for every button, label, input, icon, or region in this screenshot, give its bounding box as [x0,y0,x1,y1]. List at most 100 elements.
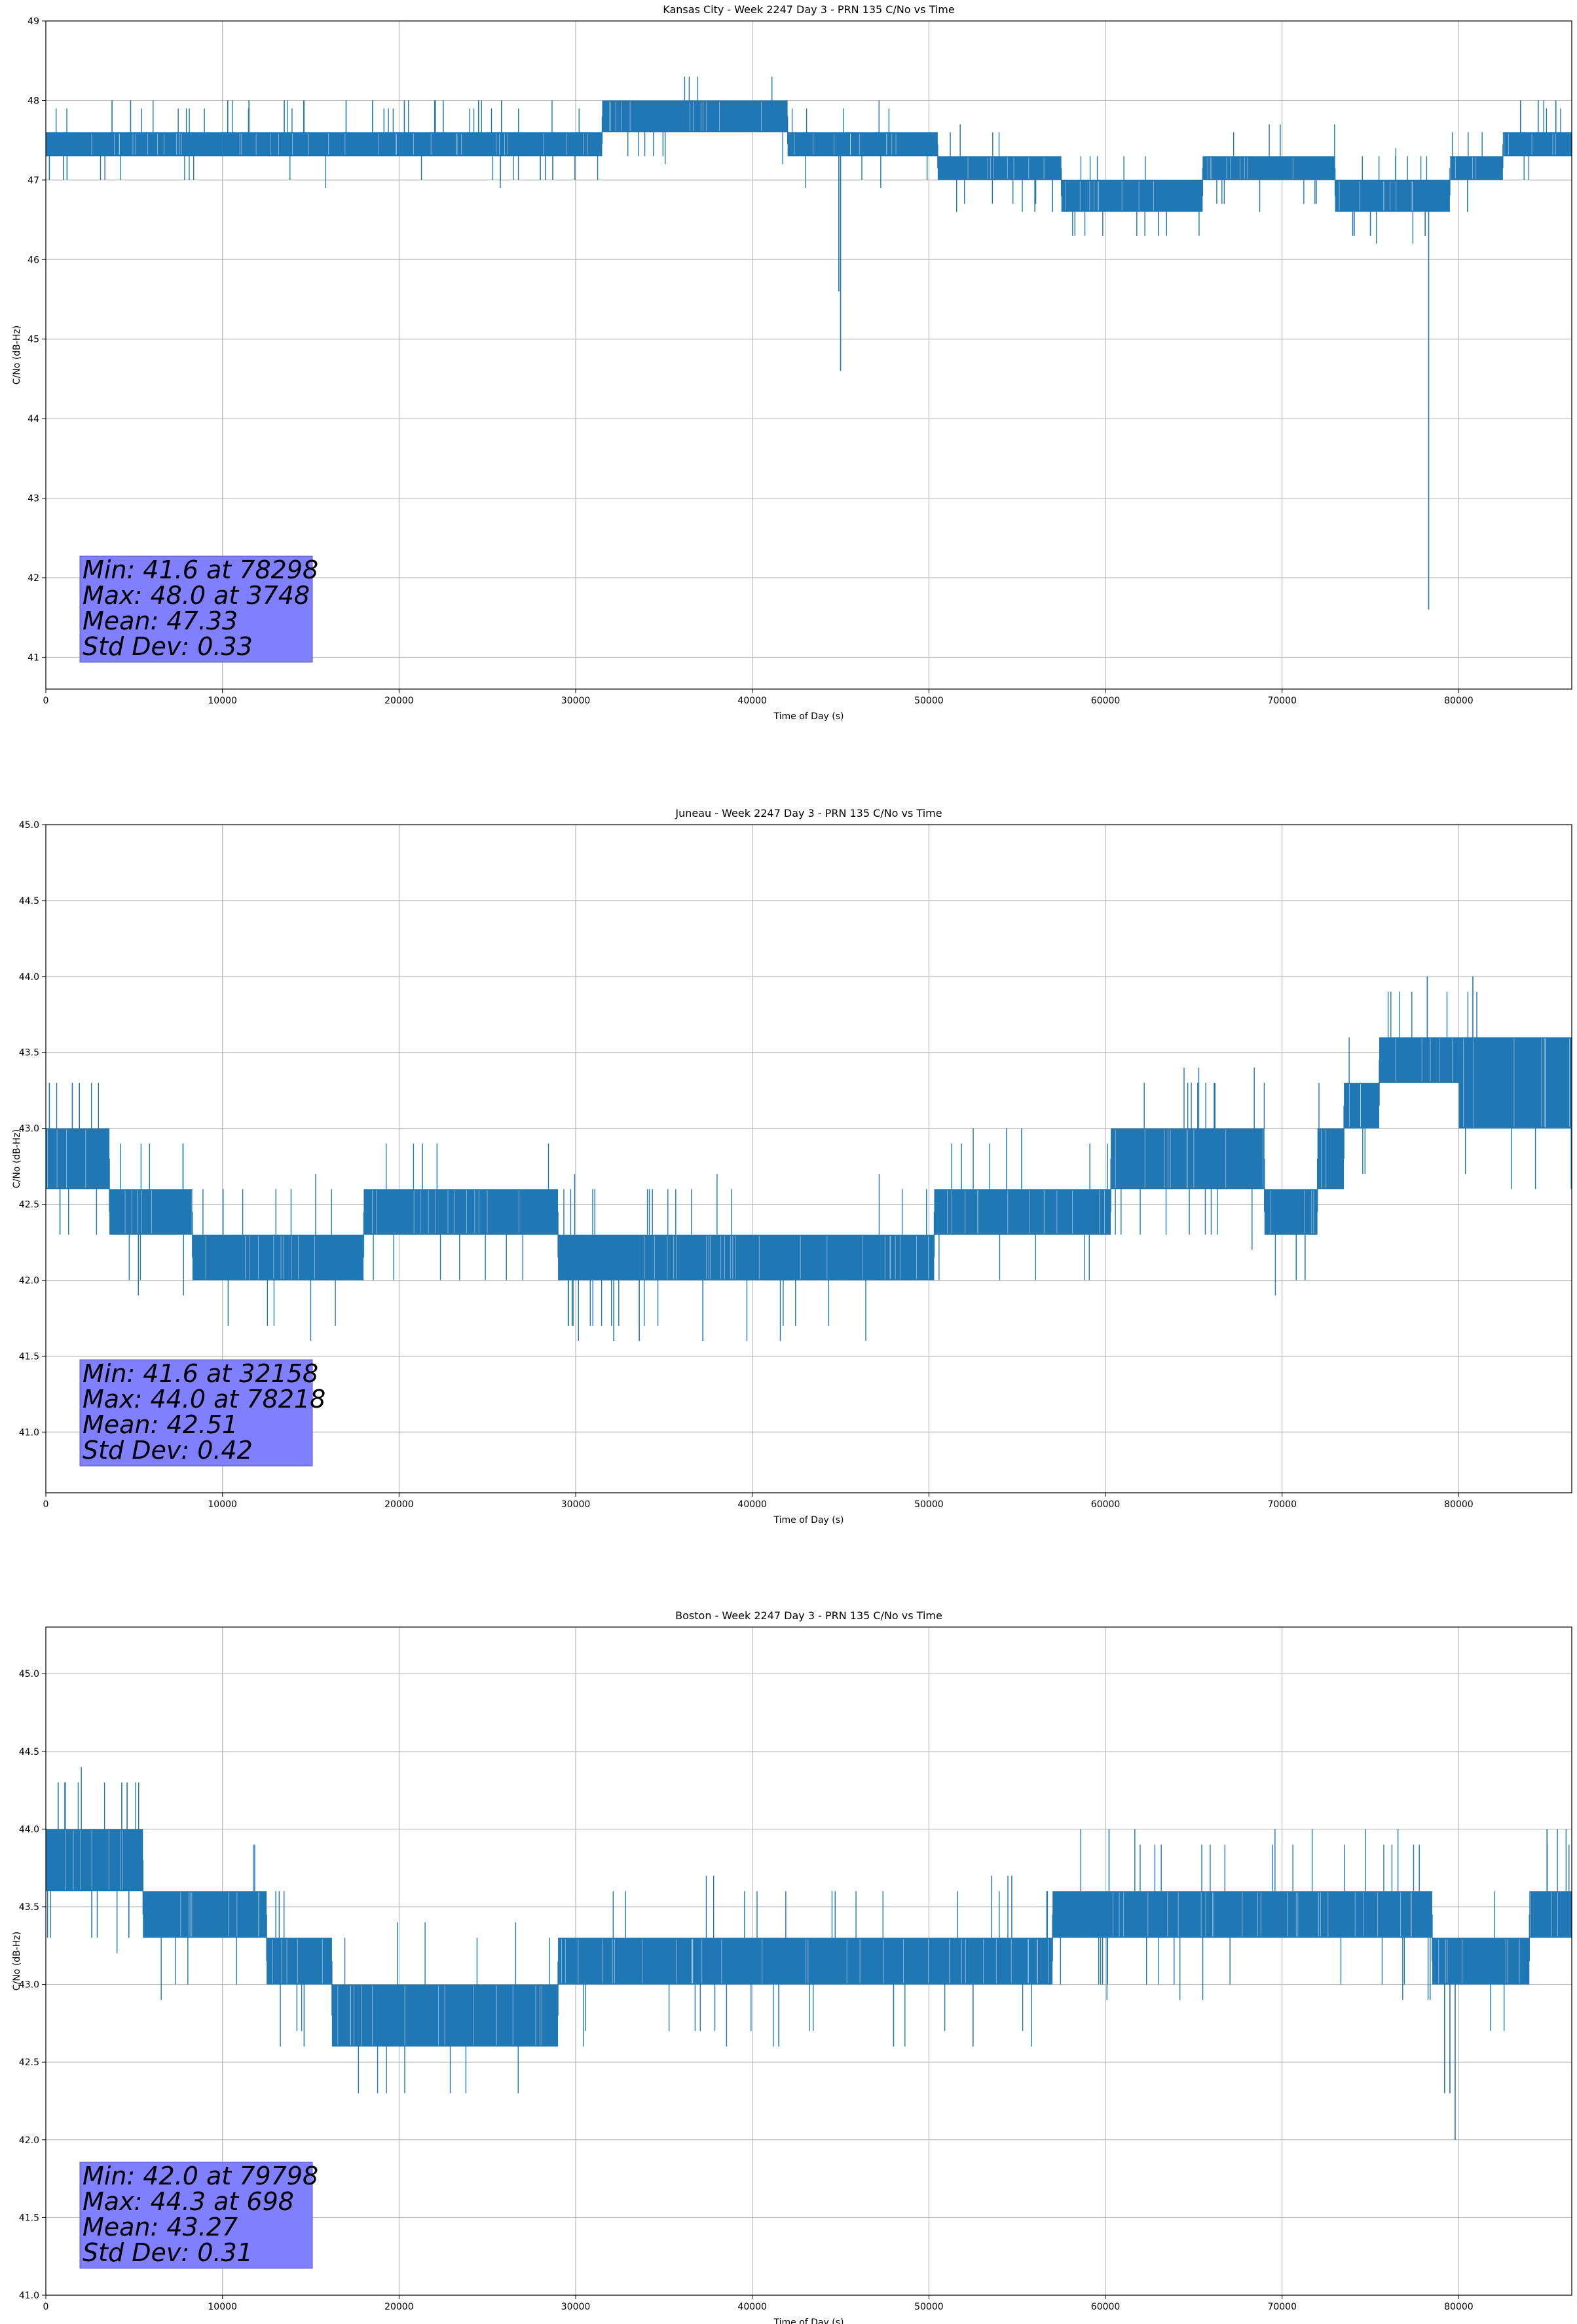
axes-frame [45,1626,1572,2296]
x-tick-label: 60000 [1091,2302,1121,2312]
x-tick-label: 70000 [1267,2302,1297,2312]
y-tick-label: 42.0 [19,2135,39,2146]
x-tick-label: 0 [43,1499,49,1510]
y-tick-label: 47 [28,176,39,186]
series-band [1379,1037,1459,1083]
stats-line: Std Dev: 0.33 [83,632,253,661]
y-tick-label: 41.5 [19,1351,39,1362]
data-series [46,1767,1572,2140]
y-axis-label: C/No (dB-Hz) [12,326,22,384]
series-band [558,1938,1053,1985]
x-tick-label: 30000 [561,696,591,706]
stats-line: Min: 41.6 at 78298 [83,555,318,584]
series-band [1264,1189,1318,1235]
y-tick-label: 44.5 [19,896,39,907]
data-series [46,976,1572,1341]
y-tick-label: 44.5 [19,1747,39,1757]
series-band [1043,1189,1111,1235]
x-tick-label: 20000 [384,696,414,706]
chart-title: Boston - Week 2247 Day 3 - PRN 135 C/No … [675,1609,942,1622]
x-tick-label: 60000 [1091,1499,1121,1510]
y-tick-label: 41.0 [19,1427,39,1438]
x-tick-label: 60000 [1091,696,1121,706]
x-axis-label: Time of Day (s) [773,711,844,722]
stats-line: Min: 42.0 at 79798 [83,2162,318,2190]
series-band [934,1189,1044,1235]
axes-frame [45,824,1572,1493]
y-tick-label: 41.5 [19,2213,39,2223]
y-tick-label: 49 [28,16,39,27]
y-tick-label: 42.5 [19,1200,39,1210]
subplot-2: Boston - Week 2247 Day 3 - PRN 135 C/No … [12,1609,1572,2324]
series-band [937,156,1062,180]
x-tick-label: 30000 [561,2302,591,2312]
chart-title: Kansas City - Week 2247 Day 3 - PRN 135 … [663,3,954,16]
stats-line: Mean: 47.33 [83,607,238,635]
stats-line: Std Dev: 0.31 [83,2238,253,2267]
y-tick-label: 43.0 [19,1124,39,1134]
x-tick-label: 80000 [1444,1499,1474,1510]
y-axis-label: C/No (dB-Hz) [12,1932,22,1991]
axes-frame [45,20,1572,690]
series-band [1432,1938,1530,1985]
stats-line: Mean: 43.27 [83,2213,238,2241]
series-band [1061,179,1203,212]
x-tick-label: 0 [43,696,49,706]
x-tick-label: 10000 [208,696,237,706]
x-tick-label: 0 [43,2302,49,2312]
x-tick-label: 20000 [384,2302,414,2312]
series-band [1502,132,1572,157]
y-tick-label: 46 [28,255,39,265]
y-tick-label: 44.0 [19,972,39,983]
series-band [1335,179,1450,212]
series-band [46,1829,143,1892]
series-band [222,132,399,157]
x-tick-label: 70000 [1267,1499,1297,1510]
x-tick-label: 40000 [737,696,767,706]
stats-line: Min: 41.6 at 32158 [83,1359,318,1388]
x-tick-label: 30000 [561,1499,591,1510]
x-axis-label: Time of Day (s) [773,1515,844,1526]
series-band [1529,1891,1572,1938]
stats-box [79,2162,313,2269]
series-band [1449,156,1503,180]
y-tick-label: 42.0 [19,1275,39,1286]
series-band [1344,1083,1380,1129]
y-tick-label: 43.5 [19,1048,39,1059]
series-band [1317,1128,1345,1190]
y-tick-label: 43 [28,494,39,504]
stats-line: Max: 48.0 at 3748 [83,581,310,610]
x-tick-label: 70000 [1267,696,1297,706]
data-series [46,77,1572,610]
y-tick-label: 43.5 [19,1902,39,1913]
series-band [399,132,603,157]
stats-line: Max: 44.3 at 698 [83,2187,294,2216]
y-tick-label: 45.0 [19,820,39,831]
subplot-1: Juneau - Week 2247 Day 3 - PRN 135 C/No … [12,807,1572,1526]
y-tick-label: 41.0 [19,2291,39,2301]
x-tick-label: 10000 [208,1499,237,1510]
x-tick-label: 50000 [914,696,944,706]
subplot-0: Kansas City - Week 2247 Day 3 - PRN 135 … [12,3,1572,722]
y-tick-label: 42 [28,573,39,584]
series-band [46,132,223,157]
y-tick-label: 43.0 [19,1980,39,1991]
x-tick-label: 20000 [384,1499,414,1510]
y-tick-label: 42.5 [19,2057,39,2068]
series-band [192,1234,364,1281]
stats-box [79,555,313,663]
stats-line: Std Dev: 0.42 [83,1436,253,1465]
x-tick-label: 80000 [1444,696,1474,706]
y-tick-label: 44 [28,414,39,424]
series-band [267,1938,332,1985]
x-tick-label: 40000 [737,2302,767,2312]
y-tick-label: 45.0 [19,1669,39,1679]
x-tick-label: 80000 [1444,2302,1474,2312]
y-axis-label: C/No (dB-Hz) [12,1129,22,1188]
series-band [787,132,938,157]
y-tick-label: 48 [28,96,39,106]
x-tick-label: 10000 [208,2302,237,2312]
stats-line: Mean: 42.51 [83,1410,238,1439]
series-band [143,1891,267,1938]
series-band [558,1234,935,1281]
